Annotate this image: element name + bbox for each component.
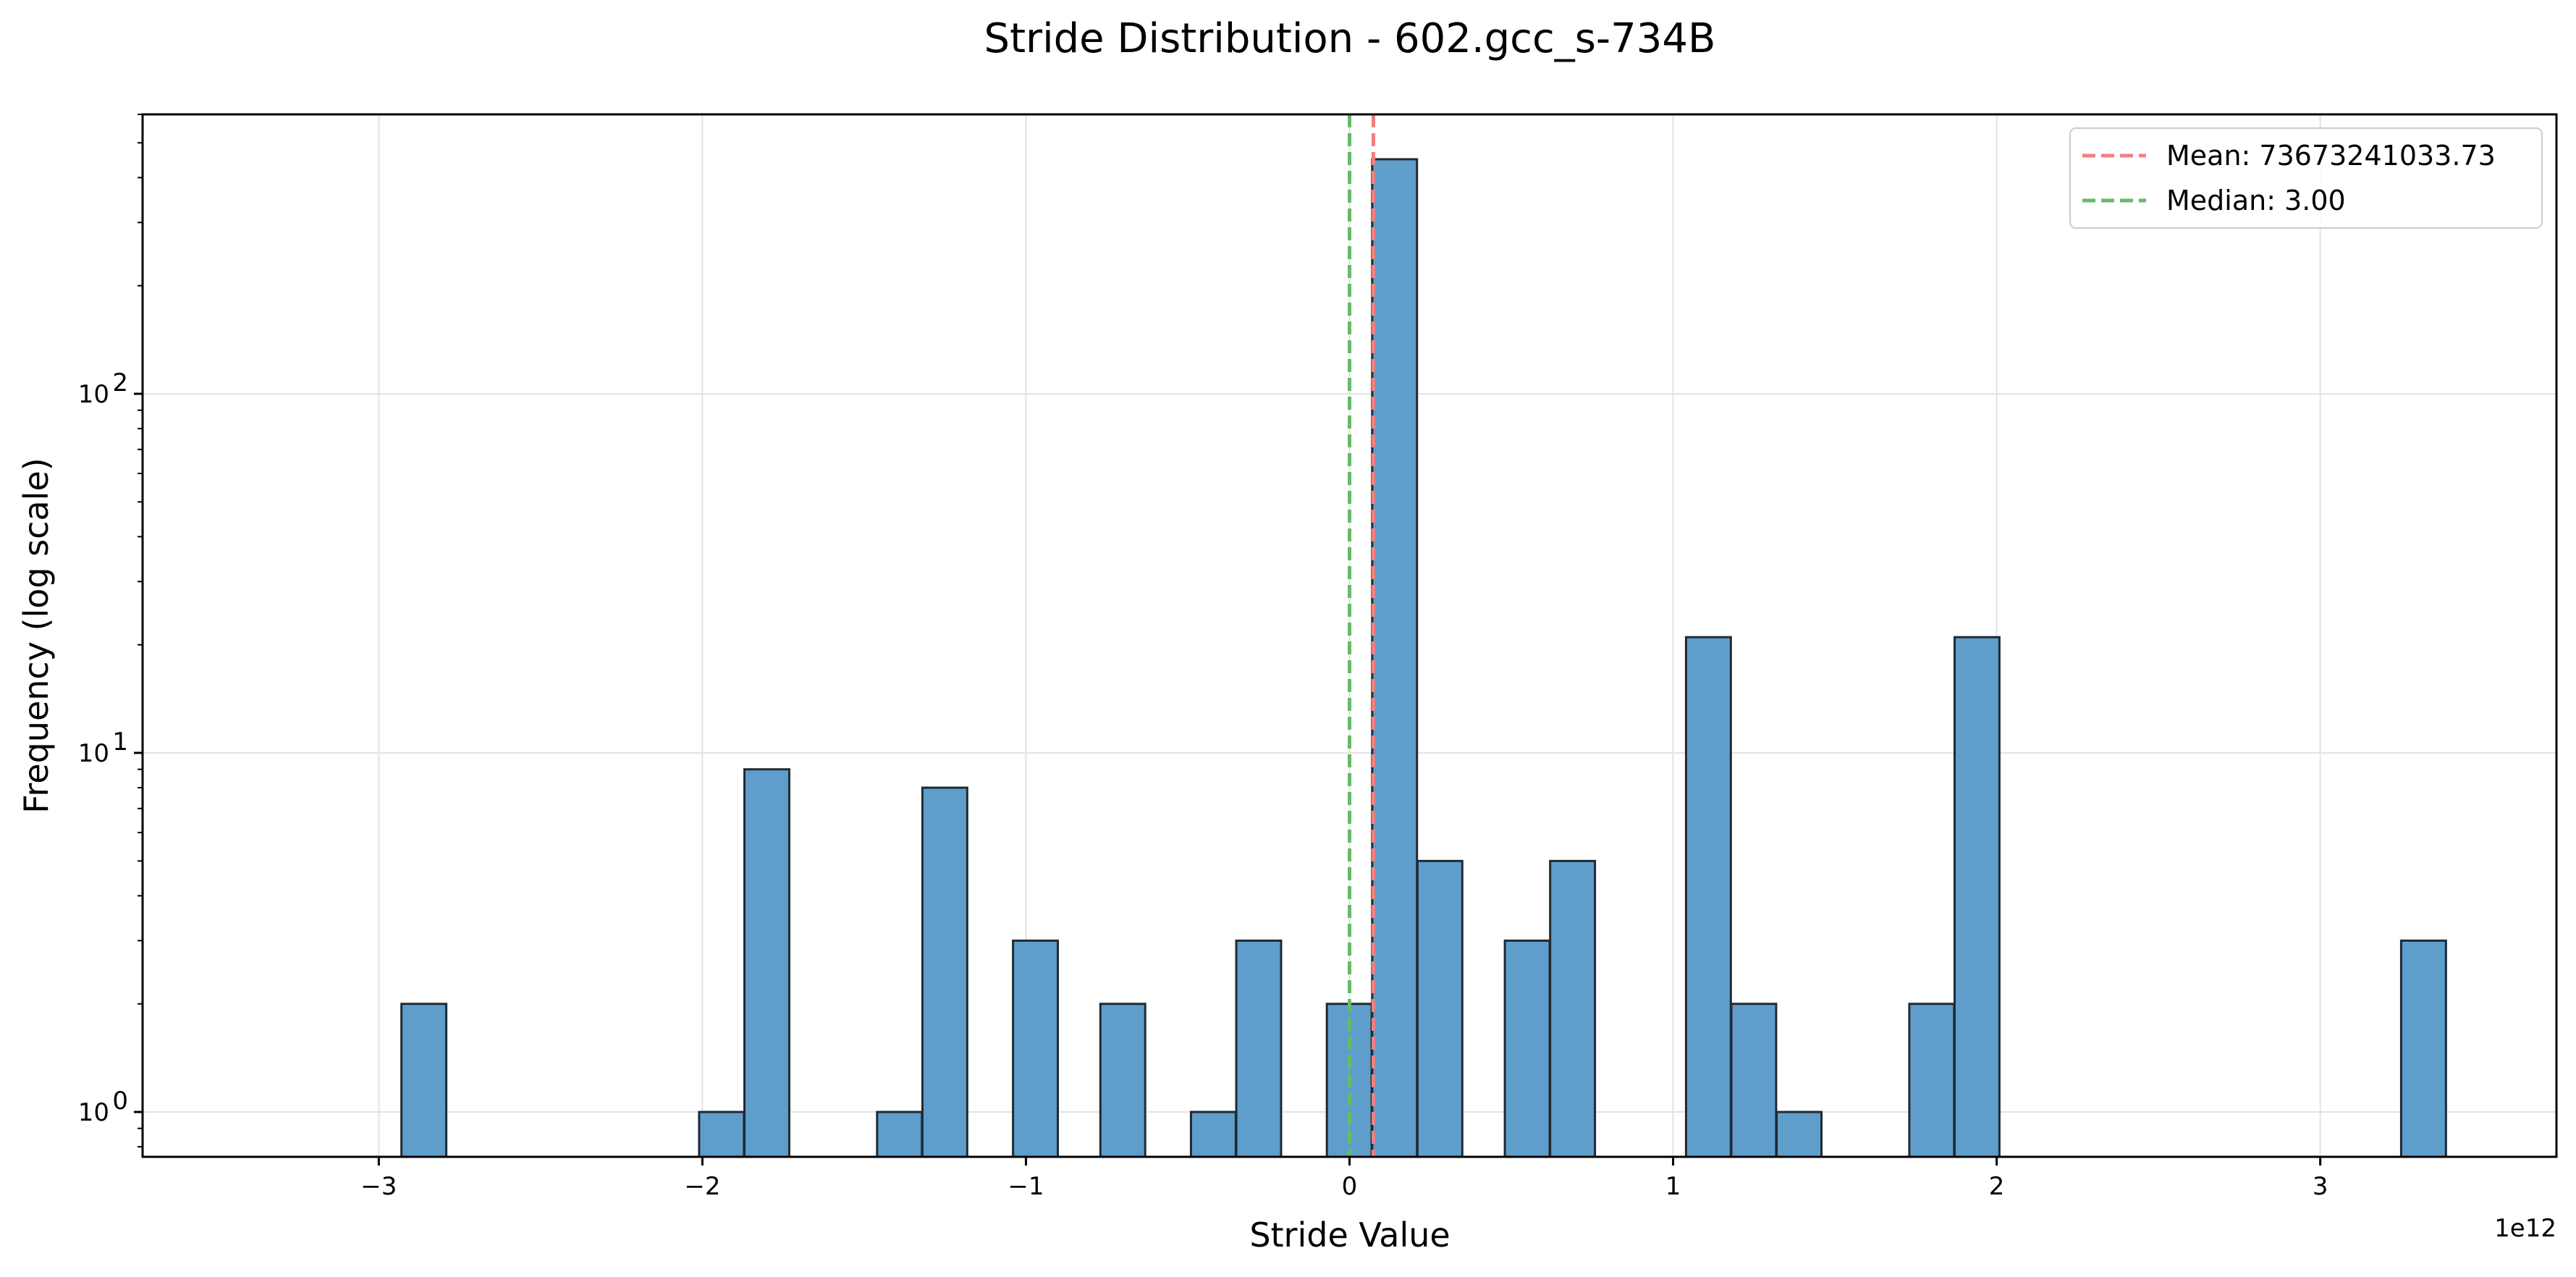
histogram-bar-12 <box>1503 939 1551 1158</box>
histogram-bar-7 <box>1189 1110 1237 1158</box>
x-tick-label-4: 1 <box>1665 1172 1681 1201</box>
histogram-bar-11 <box>1416 859 1464 1158</box>
histogram-bar-3 <box>876 1110 924 1158</box>
histogram-bar-19 <box>2399 939 2447 1158</box>
histogram-bar-16 <box>1775 1110 1823 1158</box>
histogram-bar-8 <box>1235 939 1283 1158</box>
x-axis-label: Stride Value <box>1249 1215 1450 1255</box>
x-axis-ticks: −3 −2 −1 0 1 2 3 <box>360 1157 2328 1201</box>
histogram-bar-17 <box>1908 1003 1956 1158</box>
x-tick-label-2: −1 <box>1008 1172 1044 1201</box>
y-tick-exponent-1: 1 <box>112 728 128 756</box>
x-tick-label-1: −2 <box>684 1172 720 1201</box>
x-tick-label-3: 0 <box>1342 1172 1358 1201</box>
histogram-bar-10 <box>1371 158 1419 1158</box>
legend-mean-label: Mean: 73673241033.73 <box>2166 140 2496 172</box>
histogram-bar-5 <box>1012 939 1059 1158</box>
y-tick-exponent-0: 0 <box>112 1087 128 1116</box>
x-tick-label-6: 3 <box>2313 1172 2328 1201</box>
x-axis-offset-label: 1e12 <box>2494 1214 2556 1243</box>
legend-median-label: Median: 3.00 <box>2166 185 2346 216</box>
chart-title: Stride Distribution - 602.gcc_s-734B <box>984 15 1716 62</box>
histogram-bar-14 <box>1684 636 1732 1158</box>
histogram-bars <box>400 158 2447 1158</box>
grid-lines <box>143 114 2556 1157</box>
histogram-bar-0 <box>400 1003 448 1158</box>
histogram-bar-15 <box>1730 1003 1778 1158</box>
histogram-bar-13 <box>1549 859 1597 1158</box>
y-tick-exponent-2: 2 <box>112 368 128 397</box>
histogram-bar-4 <box>921 786 968 1158</box>
y-tick-label-2: 10 <box>78 380 109 409</box>
legend-box <box>2069 127 2543 229</box>
histogram-bar-18 <box>1953 636 2001 1158</box>
x-tick-label-0: −3 <box>360 1172 397 1201</box>
x-tick-label-5: 2 <box>1989 1172 2005 1201</box>
histogram-bar-6 <box>1099 1003 1146 1158</box>
legend: Mean: 73673241033.73 Median: 3.00 <box>2069 127 2543 229</box>
histogram-bar-1 <box>698 1110 746 1158</box>
y-tick-label-1: 10 <box>78 739 109 768</box>
y-tick-label-0: 10 <box>78 1098 109 1127</box>
y-axis-label: Frequency (log scale) <box>17 458 56 813</box>
histogram-bar-2 <box>743 768 790 1158</box>
reference-lines <box>1348 114 1375 1157</box>
